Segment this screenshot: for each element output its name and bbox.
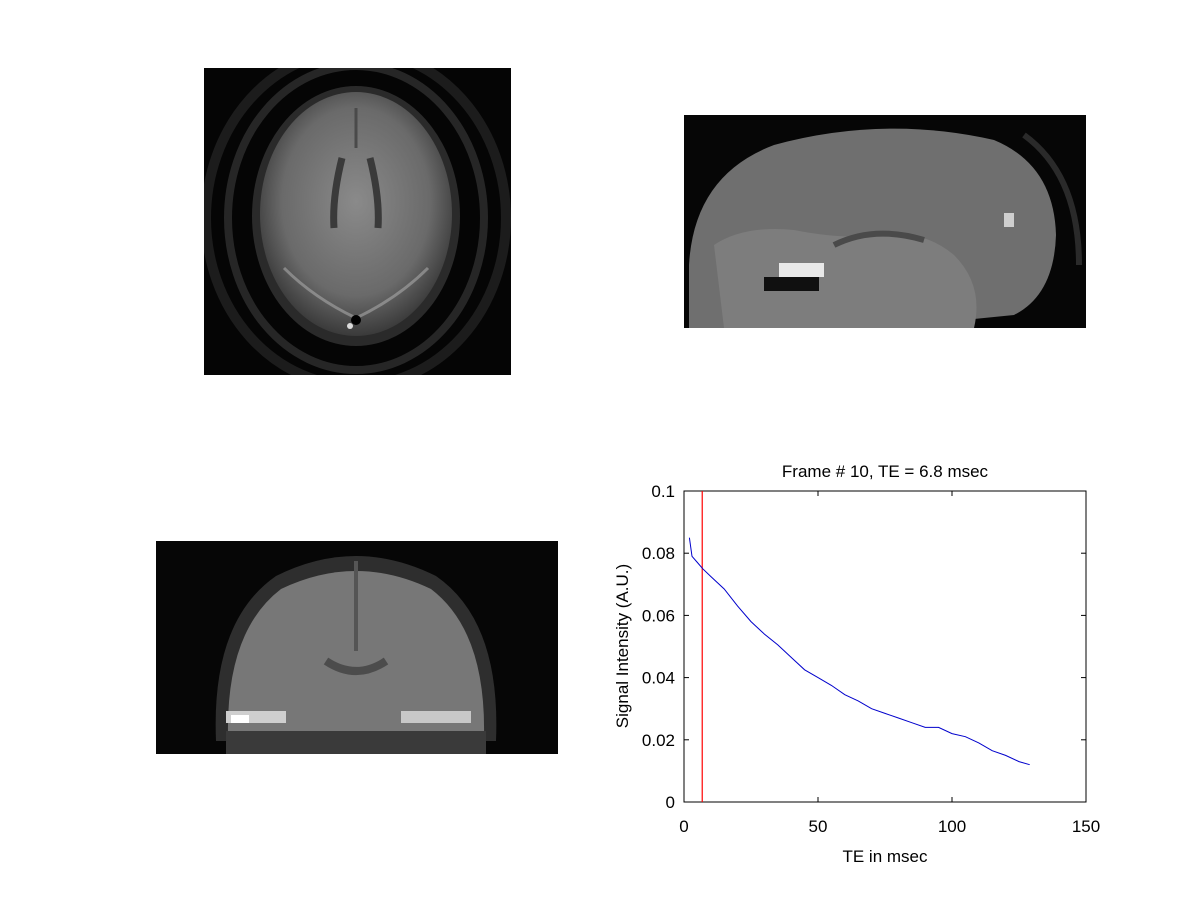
x-axis-label: TE in msec bbox=[842, 847, 928, 866]
y-axis-label: Signal Intensity (A.U.) bbox=[613, 564, 632, 728]
y-tick-label: 0.1 bbox=[651, 482, 675, 501]
sagittal-brain-image bbox=[684, 115, 1086, 328]
y-tick-label: 0 bbox=[666, 793, 675, 812]
chart-title: Frame # 10, TE = 6.8 msec bbox=[782, 462, 989, 481]
signal-series-line bbox=[688, 537, 1030, 766]
x-tick-label: 150 bbox=[1072, 817, 1100, 836]
axial-brain-image bbox=[204, 68, 511, 375]
x-tick-label: 50 bbox=[809, 817, 828, 836]
y-tick-label: 0.04 bbox=[642, 669, 675, 688]
y-tick-label: 0.08 bbox=[642, 544, 675, 563]
x-tick-label: 100 bbox=[938, 817, 966, 836]
plot-area bbox=[683, 490, 1087, 803]
coronal-brain-image bbox=[156, 541, 558, 754]
x-tick-label: 0 bbox=[679, 817, 688, 836]
y-tick-label: 0.02 bbox=[642, 731, 675, 750]
y-tick-label: 0.06 bbox=[642, 606, 675, 625]
